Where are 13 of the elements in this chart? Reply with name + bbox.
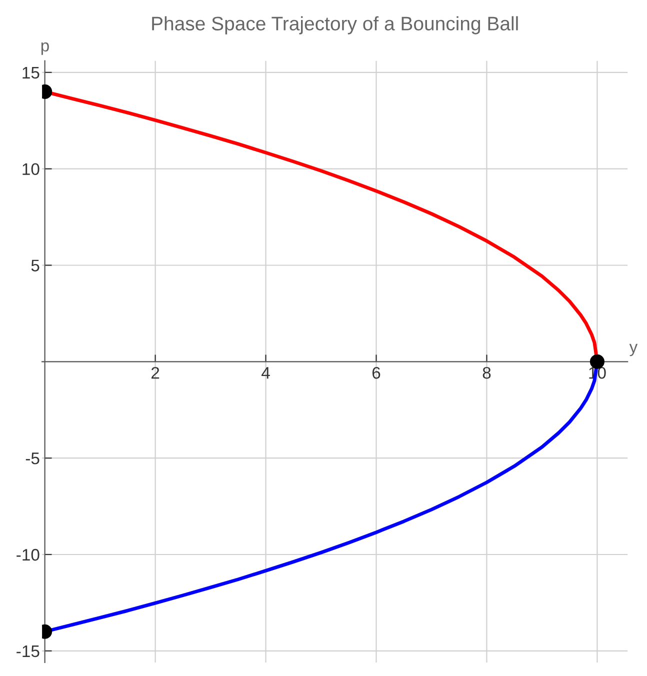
x-tick-label: 4 xyxy=(262,367,270,379)
x-tick-label: 2 xyxy=(152,366,160,379)
y-tick-label: 5 xyxy=(31,260,40,272)
y-tick-label: 10 xyxy=(22,163,40,176)
chart-title: Phase Space Trajectory of a Bouncing Ball xyxy=(152,16,518,34)
x-tick-label: 8 xyxy=(482,366,491,379)
x-axis-title: y xyxy=(629,344,638,356)
y-axis-title: p xyxy=(41,42,49,55)
y-tick-label: 15 xyxy=(22,66,40,79)
y-tick-label: -10 xyxy=(16,548,40,561)
y-tick-label: -15 xyxy=(16,645,40,658)
y-tick-label: -5 xyxy=(26,452,40,464)
x-tick-label: 6 xyxy=(372,366,380,379)
